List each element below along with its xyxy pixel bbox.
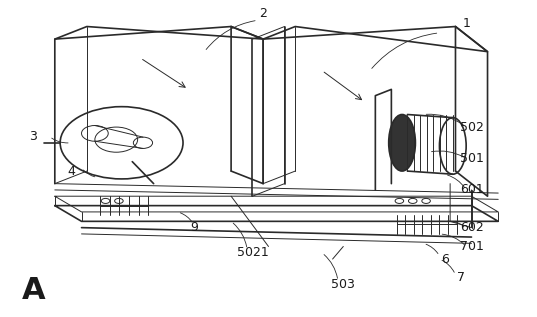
Text: 501: 501 — [460, 152, 483, 165]
Text: 6: 6 — [441, 253, 449, 266]
Text: 7: 7 — [457, 271, 465, 284]
Text: 5021: 5021 — [237, 246, 268, 259]
Text: 601: 601 — [460, 184, 483, 197]
Text: 1: 1 — [462, 17, 470, 30]
Text: 3: 3 — [30, 130, 38, 143]
Text: 503: 503 — [331, 278, 355, 291]
Ellipse shape — [389, 114, 416, 171]
Text: 602: 602 — [460, 221, 483, 234]
Text: 9: 9 — [190, 221, 198, 234]
Text: 2: 2 — [259, 8, 267, 21]
Text: A: A — [21, 276, 45, 305]
Text: 701: 701 — [460, 240, 483, 253]
Text: 4: 4 — [67, 165, 75, 178]
Text: 502: 502 — [460, 120, 483, 133]
